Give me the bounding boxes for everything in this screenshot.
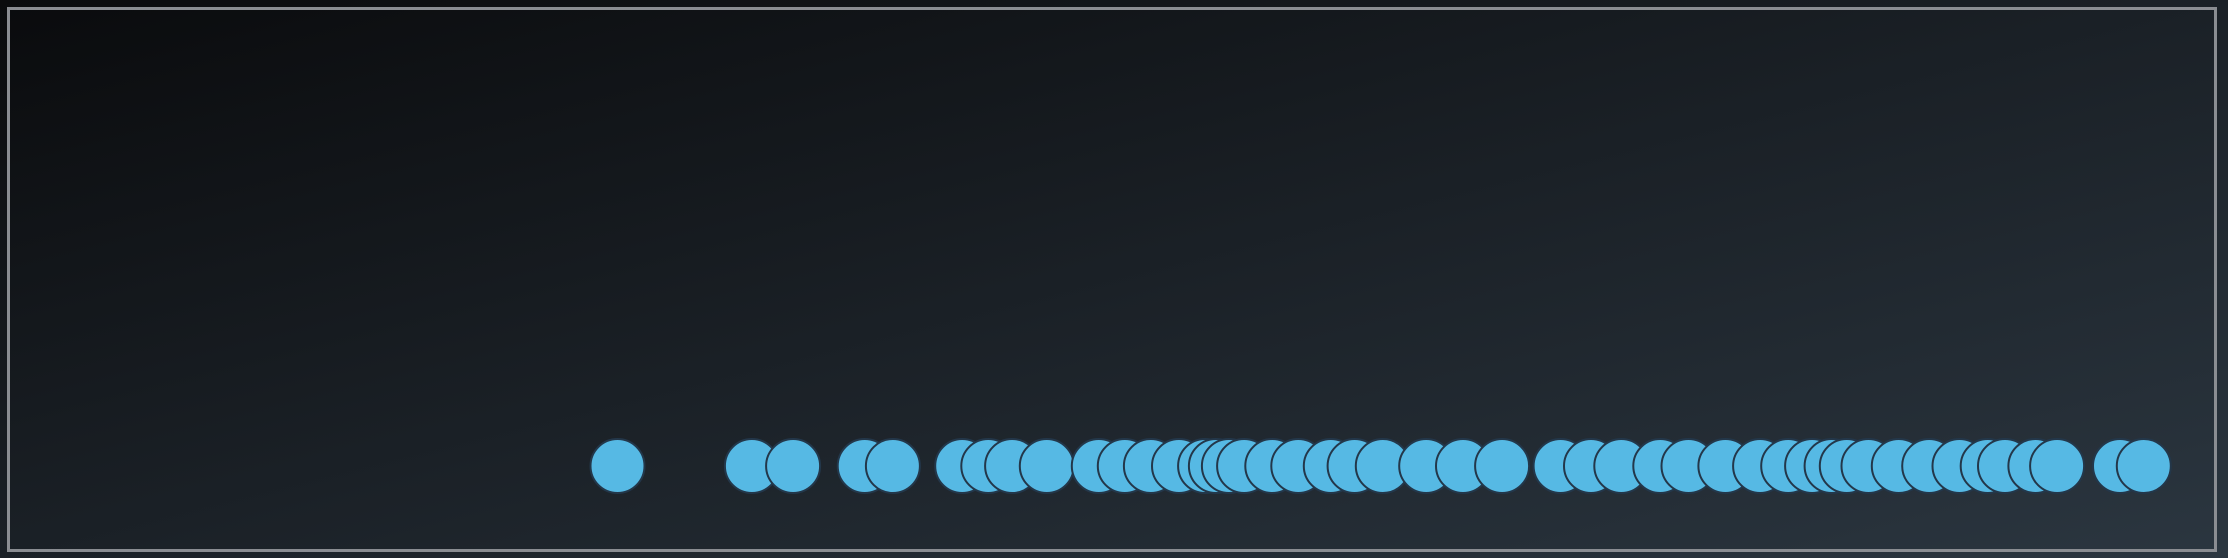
data-point xyxy=(1018,438,1075,494)
data-point xyxy=(589,438,646,494)
data-point xyxy=(1474,438,1531,494)
data-point xyxy=(2029,438,2086,494)
data-point xyxy=(2115,438,2172,494)
data-point xyxy=(864,438,921,494)
data-point xyxy=(765,438,822,494)
data-points xyxy=(589,438,2172,494)
